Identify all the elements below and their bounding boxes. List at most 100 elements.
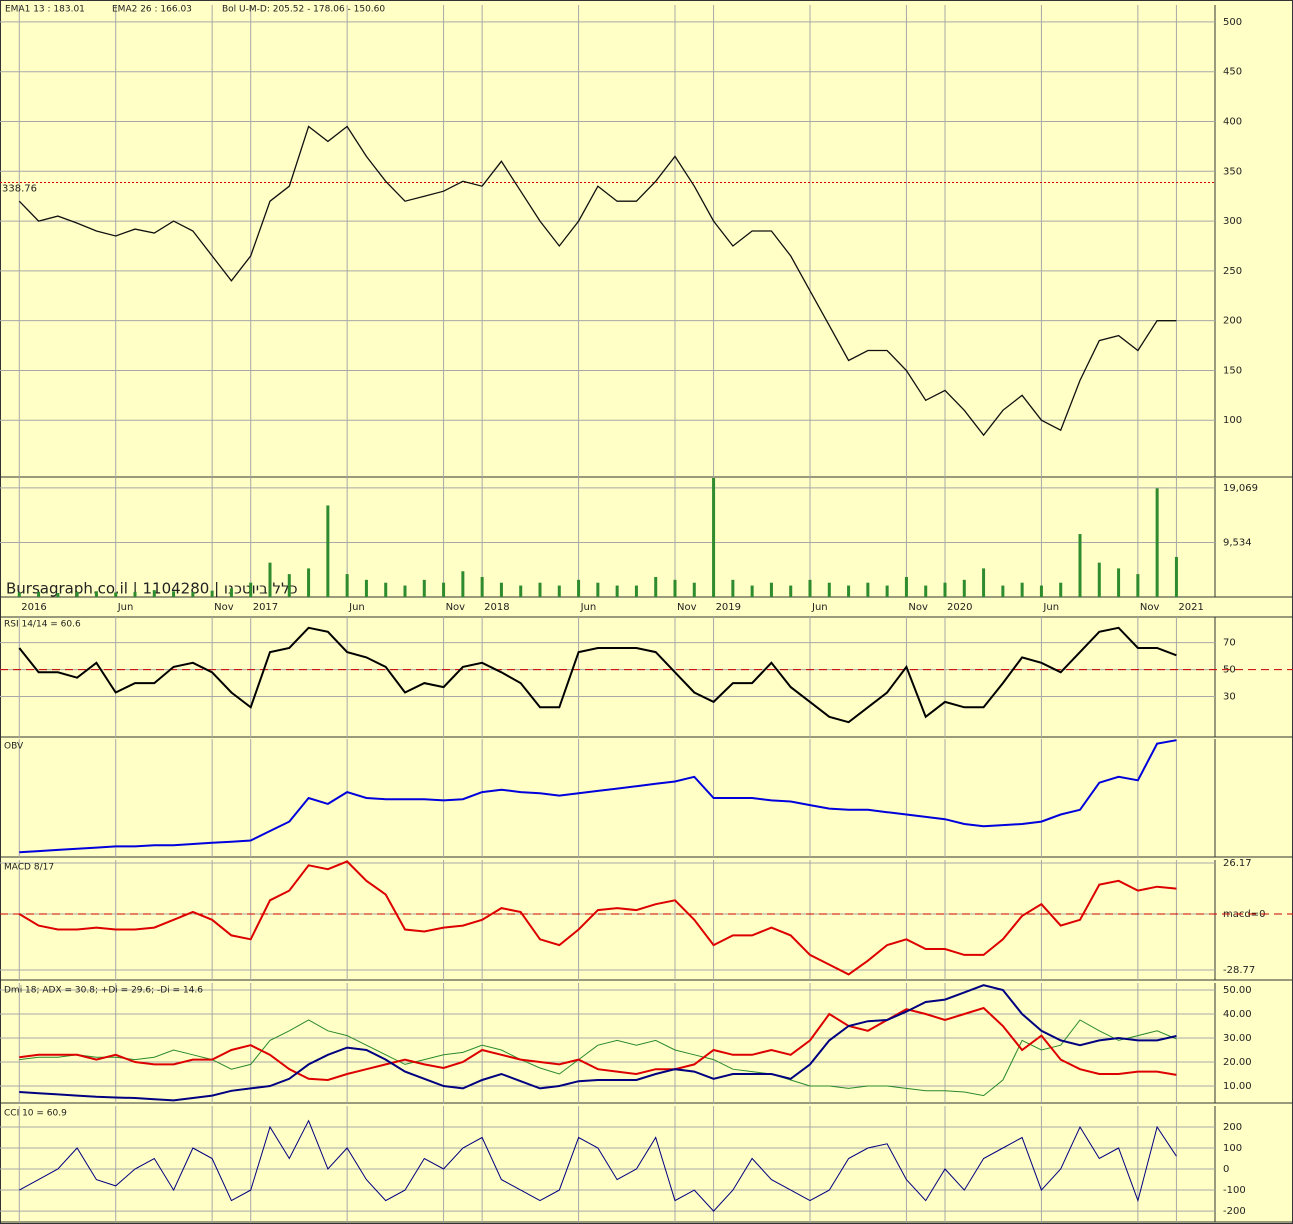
header-text: EMA1 13 : 183.01 bbox=[5, 5, 85, 15]
y-tick-label: 50.00 bbox=[1223, 985, 1252, 996]
volume-bar bbox=[1039, 585, 1043, 597]
volume-bar bbox=[364, 579, 368, 597]
y-tick-label: 30 bbox=[1223, 692, 1236, 703]
volume-bar bbox=[249, 582, 253, 597]
volume-bar bbox=[557, 585, 561, 597]
y-tick-label: 0 bbox=[1223, 1164, 1229, 1175]
x-tick-label: Nov bbox=[677, 602, 697, 613]
panel-title: RSI 14/14 = 60.6 bbox=[4, 620, 81, 630]
series-line bbox=[19, 1119, 1177, 1212]
y-tick-label: 500 bbox=[1223, 17, 1242, 28]
volume-bar bbox=[1001, 585, 1005, 597]
panel-title: MACD 8/17 bbox=[4, 863, 54, 873]
volume-bar bbox=[769, 582, 773, 597]
volume-bar bbox=[191, 591, 195, 597]
volume-bar bbox=[17, 592, 21, 597]
x-tick-label: Nov bbox=[446, 602, 466, 613]
volume-bar bbox=[345, 574, 349, 597]
y-tick-label: macd=0 bbox=[1223, 909, 1265, 920]
y-tick-label: 10.00 bbox=[1223, 1081, 1252, 1092]
y-tick-label: 30.00 bbox=[1223, 1033, 1252, 1044]
volume-bar bbox=[326, 505, 330, 597]
y-tick-label: 200 bbox=[1223, 1122, 1242, 1133]
x-tick-label: Jun bbox=[1042, 602, 1059, 613]
panel-title: OBV bbox=[4, 742, 24, 752]
volume-bar bbox=[75, 591, 79, 597]
volume-bar bbox=[673, 579, 677, 597]
y-tick-label: 300 bbox=[1223, 216, 1242, 227]
volume-bar bbox=[750, 585, 754, 597]
y-tick-label: 350 bbox=[1223, 166, 1242, 177]
volume-bar bbox=[210, 590, 214, 597]
y-tick-label: 400 bbox=[1223, 117, 1242, 128]
series-line bbox=[19, 1006, 1177, 1082]
volume-bar bbox=[712, 478, 716, 597]
volume-bar bbox=[114, 592, 118, 597]
volume-bar bbox=[654, 576, 658, 597]
volume-bar bbox=[56, 592, 60, 597]
volume-bar bbox=[866, 582, 870, 597]
volume-bar bbox=[307, 568, 311, 597]
volume-bar bbox=[519, 585, 523, 597]
x-tick-label: 2017 bbox=[253, 602, 278, 613]
volume-bar bbox=[885, 585, 889, 597]
header-text: Bol U-M-D: 205.52 - 178.06 - 150.60 bbox=[222, 5, 385, 15]
volume-bar bbox=[287, 574, 291, 597]
y-tick-label: 450 bbox=[1223, 67, 1242, 78]
x-tick-label: Jun bbox=[580, 602, 597, 613]
volume-bar bbox=[847, 585, 851, 597]
x-tick-label: 2018 bbox=[484, 602, 509, 613]
series-line bbox=[18, 860, 1177, 976]
volume-bar bbox=[1020, 582, 1024, 597]
header-text: EMA2 26 : 166.03 bbox=[112, 5, 192, 15]
y-tick-label: 100 bbox=[1223, 415, 1242, 426]
x-tick-label: Nov bbox=[908, 602, 928, 613]
x-tick-label: Jun bbox=[117, 602, 134, 613]
watermark: Bursagraph.co.il | 1104280 | כלל ביוטכנו bbox=[6, 580, 298, 598]
volume-bar bbox=[924, 585, 928, 597]
y-tick-label: 70 bbox=[1223, 638, 1236, 649]
level-label: 338.76 bbox=[2, 183, 37, 194]
volume-bar bbox=[615, 585, 619, 597]
volume-bar bbox=[1097, 562, 1101, 597]
y-tick-label: 100 bbox=[1223, 1143, 1242, 1154]
volume-bar bbox=[461, 571, 465, 597]
volume-bar bbox=[480, 576, 484, 597]
volume-bar bbox=[1117, 568, 1121, 597]
y-tick-label: 19,069 bbox=[1223, 483, 1258, 494]
series-line bbox=[19, 739, 1177, 854]
volume-bar bbox=[808, 579, 812, 597]
volume-bar bbox=[1059, 582, 1063, 597]
volume-bar bbox=[943, 582, 947, 597]
volume-bar bbox=[268, 562, 272, 597]
volume-bar bbox=[962, 579, 966, 597]
panel-title: CCI 10 = 60.9 bbox=[4, 1109, 67, 1119]
volume-bar bbox=[172, 591, 176, 597]
x-tick-label: Jun bbox=[348, 602, 365, 613]
volume-bar bbox=[634, 585, 638, 597]
volume-bar bbox=[827, 582, 831, 597]
volume-bar bbox=[904, 576, 908, 597]
volume-bar bbox=[538, 582, 542, 597]
y-tick-label: -200 bbox=[1223, 1206, 1246, 1217]
y-tick-label: 250 bbox=[1223, 266, 1242, 277]
series-line bbox=[18, 125, 1177, 437]
y-tick-label: -100 bbox=[1223, 1185, 1246, 1196]
series-line bbox=[18, 626, 1177, 724]
volume-bar bbox=[229, 588, 233, 597]
panel-title: Dmi 18; ADX = 30.8; +Di = 29.6; -Di = 14… bbox=[4, 986, 203, 996]
volume-bar bbox=[152, 590, 156, 597]
volume-bar bbox=[596, 582, 600, 597]
volume-bar bbox=[403, 585, 407, 597]
y-tick-label: 200 bbox=[1223, 316, 1242, 327]
x-tick-label: Nov bbox=[214, 602, 234, 613]
volume-bar bbox=[1174, 556, 1178, 597]
volume-bar bbox=[577, 579, 581, 597]
volume-bar bbox=[982, 568, 986, 597]
x-tick-label: 2019 bbox=[716, 602, 741, 613]
volume-bar bbox=[422, 579, 426, 597]
series-line bbox=[19, 984, 1177, 1102]
volume-bar bbox=[442, 582, 446, 597]
